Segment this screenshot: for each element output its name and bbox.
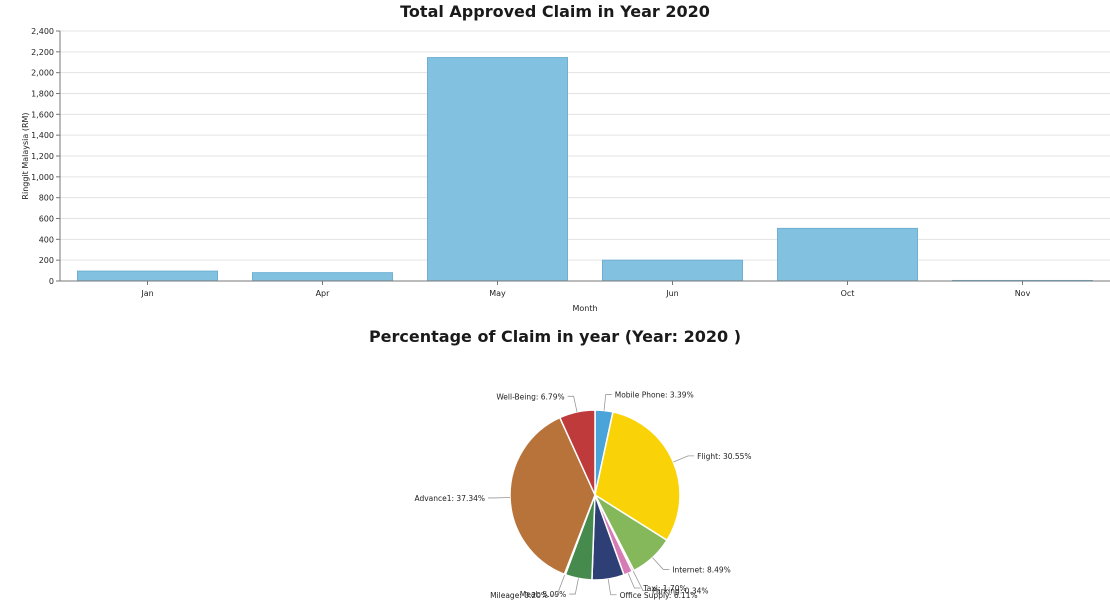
pie-leader-line — [607, 578, 617, 596]
pie-leader-line — [627, 573, 641, 589]
pie-leader-line — [567, 395, 578, 413]
pie-slice-label: Office Supply: 6.11% — [620, 591, 698, 600]
pie-leader-line — [551, 574, 566, 596]
pie-slice-label: Mobile Phone: 3.39% — [615, 391, 694, 400]
x-tick-label: Jan — [140, 289, 153, 298]
bar-may — [427, 57, 568, 282]
y-tick-label: 2,000 — [31, 69, 54, 78]
pie-leader-line — [569, 578, 579, 595]
y-tick-label: 1,800 — [31, 90, 54, 99]
pie-slice-label: Parking: 0.34% — [652, 587, 709, 596]
pie-leader-line — [603, 394, 612, 411]
pie-slice-advance1 — [509, 416, 596, 576]
pie-slice-label: Advance1: 37.34% — [414, 494, 485, 503]
x-tick-label: Oct — [841, 289, 855, 298]
bar-jan — [77, 270, 218, 282]
y-axis-label: Ringgit Malaysia (RM) — [21, 112, 30, 199]
y-tick-label: 400 — [39, 235, 54, 244]
bar-jun — [602, 259, 743, 282]
x-tick-label: Apr — [316, 289, 331, 298]
pie-leader-line — [652, 557, 670, 570]
y-tick-label: 1,200 — [31, 152, 54, 161]
y-tick-label: 800 — [39, 194, 54, 203]
x-tick-label: May — [489, 289, 506, 298]
pie-slice-label: Well-Being: 6.79% — [496, 392, 564, 401]
pie-slice-label: Mileage: 0.20% — [490, 591, 548, 600]
y-tick-label: 1,000 — [31, 173, 54, 182]
x-tick-label: Jun — [665, 289, 679, 298]
pie-chart: Mobile Phone: 3.39% Flight: 30.55% Interne… — [414, 391, 751, 600]
pie-leader-line — [632, 570, 649, 592]
y-tick-label: 0 — [49, 277, 54, 286]
pie-leader-line — [673, 455, 695, 463]
pie-slice-label: Flight: 30.55% — [697, 452, 751, 461]
pie-slice-label: Taxi: 1.70% — [642, 584, 686, 593]
y-tick-label: 2,200 — [31, 48, 54, 57]
x-axis-label: Month — [572, 304, 597, 313]
pie-slice-label: Internet: 8.49% — [672, 565, 731, 574]
pie-slice-well-being — [558, 409, 596, 496]
y-tick-label: 600 — [39, 215, 54, 224]
y-tick-label: 1,600 — [31, 110, 54, 119]
pie-slice-label: Meal: 5.09% — [520, 590, 567, 599]
bar-oct — [777, 227, 918, 282]
bar-chart: 0 200 400 600 800 1,000 1,200 1,400 1,600 1,800 2,… — [21, 27, 1110, 313]
y-tick-label: 1,400 — [31, 131, 54, 140]
bar-chart-title: Total Approved Claim in Year 2020 — [400, 2, 710, 21]
bar-apr — [252, 272, 393, 282]
y-tick-label: 2,400 — [31, 27, 54, 36]
y-tick-label: 200 — [39, 256, 54, 265]
pie-chart-title: Percentage of Claim in year (Year: 2020 … — [368, 327, 742, 346]
x-tick-label: Nov — [1015, 289, 1031, 298]
